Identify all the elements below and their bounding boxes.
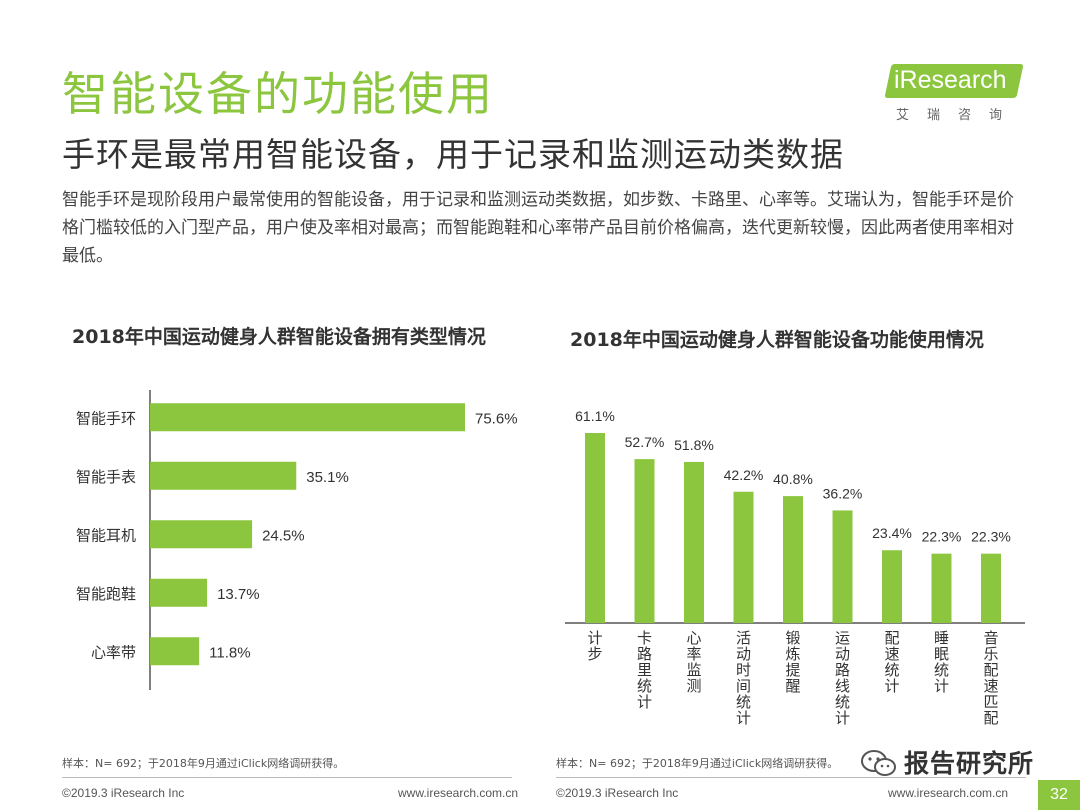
category-label-4: 锻炼提醒 [785,629,800,695]
bar-4 [150,637,200,666]
category-label-6: 配速统计 [884,629,899,695]
wechat-icon [861,750,896,776]
value-label-4: 11.8% [209,644,250,661]
bar-3 [150,578,208,607]
page-subtitle: 手环是最常用智能设备，用于记录和监测运动类数据 [62,135,844,174]
watermark-text: 报告研究所 [904,749,1035,778]
value-label-3: 42.2% [724,467,764,483]
value-label-1: 52.7% [625,434,665,450]
value-label-2: 51.8% [674,437,714,453]
bar-6 [882,550,902,623]
right-chart-title: 2018年中国运动健身人群智能设备功能使用情况 [570,329,984,351]
category-label-4: 心率带 [91,643,136,661]
value-label-5: 36.2% [823,485,863,501]
category-label-0: 计步 [587,629,602,663]
value-label-8: 22.3% [971,529,1011,545]
category-label-5: 运动路线统计 [835,629,850,727]
category-label-3: 活动时间统计 [736,629,751,727]
bar-1 [634,459,655,623]
bar-5 [832,510,853,623]
iresearch-logo: iResearch 艾瑞咨询 [884,56,1028,126]
footer-divider-left [62,777,512,778]
bar-1 [150,461,297,490]
category-label-3: 智能跑鞋 [76,585,136,603]
value-label-0: 75.6% [475,410,518,427]
page-title: 智能设备的功能使用 [62,67,494,121]
value-label-1: 35.1% [306,469,349,486]
page-number: 32 [1038,780,1080,810]
right-chart-note: 样本：N= 692；于2018年9月通过iClick网络调研获得。 [556,757,839,770]
category-label-1: 卡路里统计 [637,629,652,711]
bar-7 [931,553,952,623]
value-label-6: 23.4% [872,525,912,541]
footer-copyright-left: ©2019.3 iResearch Inc [62,786,185,800]
bar-2 [684,461,704,623]
category-label-1: 智能手表 [76,468,136,486]
category-label-0: 智能手环 [76,409,136,427]
bar-0 [585,433,605,623]
category-label-2: 智能耳机 [76,526,136,544]
logo-cn: 艾瑞咨询 [896,108,1021,123]
category-label-8: 音乐配速匹配 [983,629,998,727]
value-label-4: 40.8% [773,471,813,487]
value-label-7: 22.3% [922,529,962,545]
category-label-2: 心率监测 [686,629,701,695]
bar-3 [733,491,754,623]
footer-divider-right [556,777,1026,778]
bar-8 [981,553,1001,623]
bar-2 [150,520,253,549]
footer-url-left: www.iresearch.com.cn [398,786,519,800]
footer-url-right: www.iresearch.com.cn [888,786,1009,800]
footer-copyright-right: ©2019.3 iResearch Inc [556,786,679,800]
logo-brand: iResearch [894,66,1007,94]
value-label-0: 61.1% [575,408,615,424]
bar-4 [783,496,803,623]
left-chart-title: 2018年中国运动健身人群智能设备拥有类型情况 [72,326,486,348]
value-label-2: 24.5% [262,527,305,544]
left-chart-note: 样本：N= 692；于2018年9月通过iClick网络调研获得。 [62,757,345,770]
description-text: 智能手环是现阶段用户最常使用的智能设备，用于记录和监测运动类数据，如步数、卡路里… [62,190,1014,266]
vertical-bar-chart: 61.1% 计步 52.7% 卡路里统计 51.8% 心率监测 42.2% 活动时间统计 40.… [565,408,1025,727]
horizontal-bar-chart: 智能手环 75.6% 智能手表 35.1% 智能耳机 24.5% 智能跑鞋 13.7% 心率带 1… [76,390,518,690]
bar-0 [150,403,465,432]
value-label-3: 13.7% [217,586,260,603]
category-label-7: 睡眠统计 [934,629,949,695]
